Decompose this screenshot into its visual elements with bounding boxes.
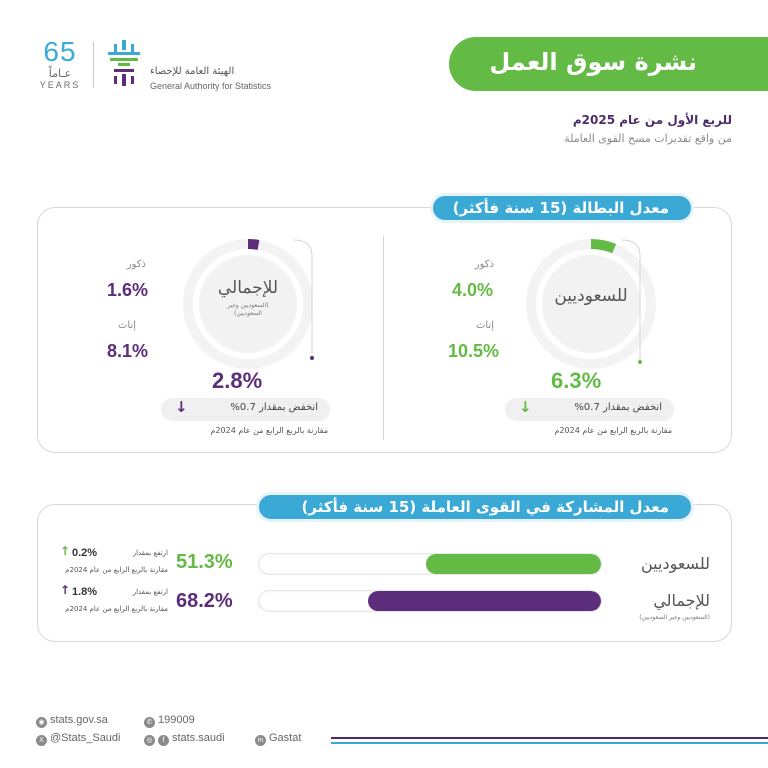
up-arrow-icon: ↑ (60, 544, 71, 558)
overall-unemployment-ring (183, 239, 313, 369)
participation-saudi-label: للسعوديين (640, 554, 710, 573)
linkedin-text: Gastat (269, 732, 302, 744)
overall-female-value: 8.1% (106, 341, 148, 361)
bulletin-title-banner: نشرة سوق العمل (449, 37, 739, 91)
unemployment-section-title: معدل البطالة (15 سنة فأكثر) (430, 193, 694, 223)
overall-ring-sublabel: (السعوديين وغير السعوديين) (227, 302, 269, 317)
footer-line-purple (331, 737, 768, 739)
gastat-logo-icon (108, 40, 140, 86)
saudi-female-label: إناث (475, 320, 494, 331)
period-label: للربع الأول من عام 2025م (572, 113, 732, 127)
participation-overall-sublabel: (السعوديين وغير السعوديين) (639, 614, 710, 621)
overall-female-label: إناث (117, 320, 136, 331)
participation-overall-change-label: ارتفع بمقدار (132, 588, 168, 596)
participation-overall-label: للإجمالي (653, 591, 710, 610)
source-label: من واقع تقديرات مسح القوى العاملة (564, 132, 732, 145)
overall-change-note: مقارنة بالربع الرابع من عام 2024م (210, 426, 329, 435)
unemployment-title-text: معدل البطالة (15 سنة فأكثر) (452, 199, 669, 217)
anniversary-en-label: YEARS (39, 80, 81, 90)
anniversary-logo: 65 عـاماً YEARS (34, 38, 86, 94)
x-icon: X (36, 735, 47, 746)
saudi-total-value: 6.3% (551, 368, 602, 393)
participation-saudi-bar (425, 554, 601, 574)
org-name-ar: الهيئة العامة للإحصاء (150, 66, 235, 77)
participation-overall-note: مقارنة بالربع الرابع من عام 2024م (65, 605, 168, 613)
overall-total-value: 2.8% (212, 368, 263, 393)
saudi-male-label: ذكور (474, 259, 494, 270)
phone-icon: ✆ (144, 717, 155, 728)
twitter-link[interactable]: X @Stats_Saudi (36, 732, 121, 746)
linkedin-link[interactable]: in Gastat (255, 732, 301, 746)
instagram-icon: ◎ (144, 735, 155, 746)
saudi-change-note: مقارنة بالربع الرابع من عام 2024م (554, 426, 673, 435)
saudi-unemployment-ring (526, 239, 656, 369)
org-name-en: General Authority for Statistics (150, 81, 272, 91)
website-text: stats.gov.sa (50, 714, 108, 726)
overall-male-label: ذكور (126, 259, 146, 270)
linkedin-icon: in (255, 735, 266, 746)
participation-saudi-value: 51.3% (176, 551, 233, 573)
saudi-change-pill: ↓ انخفض بمقدار 0.7% (505, 398, 674, 421)
participation-title-text: معدل المشاركة في القوى العاملة (15 سنة ف… (301, 498, 669, 516)
twitter-text: @Stats_Saudi (50, 732, 121, 744)
saudi-change-text: انخفض بمقدار 0.7% (574, 402, 662, 413)
down-arrow-icon: ↓ (175, 398, 188, 416)
participation-saudi-bar-track (258, 553, 602, 575)
social-text: stats.saudi (172, 732, 225, 744)
anniversary-ar-label: عـاماً (48, 67, 72, 80)
website-link[interactable]: ◉ stats.gov.sa (36, 714, 108, 728)
participation-overall-change-value: 1.8% (72, 586, 98, 598)
facebook-icon: f (158, 735, 169, 746)
overall-change-pill: ↓ انخفض بمقدار 0.7% (161, 398, 330, 421)
footer-line-blue (331, 742, 768, 744)
anniversary-number: 65 (43, 36, 77, 67)
participation-saudi-change-label: ارتفع بمقدار (132, 549, 168, 557)
card-divider (383, 236, 384, 440)
logo-divider (93, 42, 94, 88)
participation-overall-bar-track (258, 590, 602, 612)
phone-text: 199009 (158, 714, 195, 726)
saudi-female-value: 10.5% (447, 341, 499, 361)
participation-overall-value: 68.2% (176, 590, 233, 612)
globe-icon: ◉ (36, 717, 47, 728)
overall-male-value: 1.6% (106, 280, 148, 300)
saudi-ring-label: للسعوديين (554, 286, 628, 306)
overall-ring-label: للإجمالي (217, 278, 279, 298)
participation-saudi-note: مقارنة بالربع الرابع من عام 2024م (65, 566, 168, 574)
phone-link[interactable]: ✆ 199009 (144, 714, 195, 728)
overall-change-text: انخفض بمقدار 0.7% (230, 402, 318, 413)
saudi-ring-arc (590, 239, 617, 254)
participation-overall-bar (367, 591, 601, 611)
saudi-male-value: 4.0% (451, 280, 493, 300)
down-arrow-icon: ↓ (519, 398, 532, 416)
saudi-ring-bracket (621, 239, 642, 364)
up-arrow-icon: ↑ (60, 583, 71, 597)
overall-ring-bracket (293, 239, 314, 360)
participation-saudi-change-value: 0.2% (72, 547, 98, 559)
title-banner-edge (736, 37, 768, 91)
participation-section-title: معدل المشاركة في القوى العاملة (15 سنة ف… (256, 492, 694, 522)
bulletin-title: نشرة سوق العمل (489, 48, 697, 76)
social-link[interactable]: ◎ f stats.saudi (144, 732, 225, 746)
overall-ring-arc (247, 239, 260, 250)
